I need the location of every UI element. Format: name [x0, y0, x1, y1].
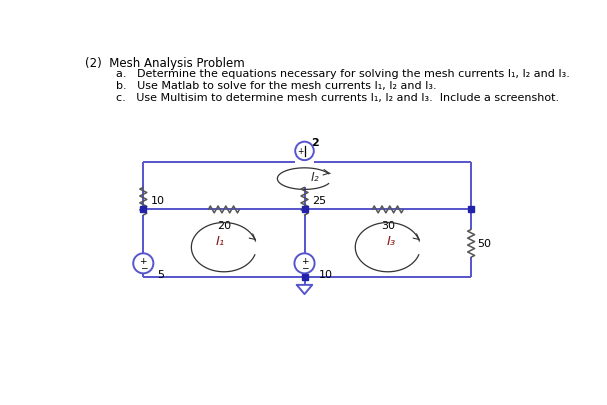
Text: 5: 5 — [157, 269, 164, 279]
Text: 30: 30 — [381, 221, 395, 230]
Text: +: + — [297, 146, 304, 155]
Text: I₁: I₁ — [215, 235, 225, 248]
Text: 10: 10 — [151, 195, 165, 205]
Text: 50: 50 — [477, 239, 491, 249]
Text: b.   Use Matlab to solve for the mesh currents I₁, I₂ and I₃.: b. Use Matlab to solve for the mesh curr… — [116, 81, 437, 91]
Text: 2: 2 — [311, 138, 319, 148]
Text: 20: 20 — [217, 221, 231, 230]
Text: (2)  Mesh Analysis Problem: (2) Mesh Analysis Problem — [85, 57, 245, 70]
Text: I₃: I₃ — [387, 235, 396, 248]
Text: 25: 25 — [312, 195, 327, 205]
Text: −: − — [300, 262, 308, 271]
Text: +: + — [300, 256, 308, 265]
Text: c.   Use Multisim to determine mesh currents I₁, I₂ and I₃.  Include a screensho: c. Use Multisim to determine mesh curren… — [116, 93, 559, 103]
Text: I₂: I₂ — [311, 171, 319, 183]
Text: +: + — [140, 256, 147, 265]
Text: −: − — [140, 262, 147, 271]
Text: 10: 10 — [319, 269, 333, 279]
Text: a.   Determine the equations necessary for solving the mesh currents I₁, I₂ and : a. Determine the equations necessary for… — [116, 68, 570, 79]
